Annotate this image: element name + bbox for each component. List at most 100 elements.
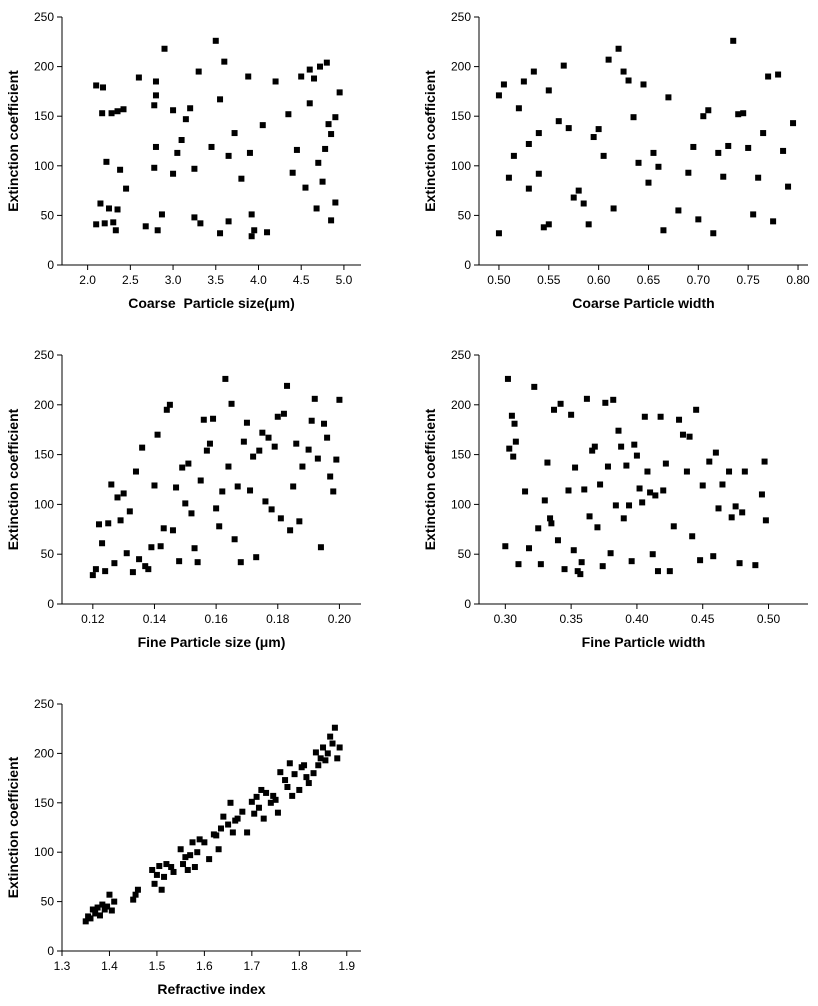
- point: [502, 543, 509, 550]
- point: [157, 543, 164, 550]
- point: [590, 134, 597, 141]
- point: [136, 556, 143, 563]
- point: [570, 547, 577, 554]
- point: [510, 152, 517, 159]
- point: [208, 143, 215, 150]
- point: [306, 66, 313, 73]
- point: [189, 839, 196, 846]
- point: [220, 813, 227, 820]
- point: [725, 142, 732, 149]
- point: [216, 523, 223, 530]
- x-tick-label: 0.20: [328, 612, 352, 626]
- y-tick-label: 50: [41, 208, 55, 222]
- point: [306, 100, 313, 107]
- point: [212, 37, 219, 44]
- point: [750, 211, 757, 218]
- point: [322, 145, 329, 152]
- point: [633, 452, 640, 459]
- point: [706, 458, 713, 465]
- point: [578, 559, 585, 566]
- point: [730, 37, 737, 44]
- point: [649, 551, 656, 558]
- y-axis-label: Extinction coefficient: [422, 70, 438, 212]
- point: [94, 904, 101, 911]
- point: [732, 503, 739, 510]
- point: [577, 571, 584, 578]
- y-tick-label: 200: [34, 60, 54, 74]
- point: [740, 110, 747, 117]
- point: [148, 544, 155, 551]
- point: [110, 219, 117, 226]
- point: [615, 427, 622, 434]
- point: [114, 108, 121, 115]
- point: [329, 740, 336, 747]
- point: [321, 420, 328, 427]
- point: [331, 724, 338, 731]
- point: [194, 849, 201, 856]
- point: [291, 771, 298, 778]
- point: [620, 515, 627, 522]
- point: [158, 886, 165, 893]
- y-tick-label: 50: [41, 547, 55, 561]
- x-tick-label: 0.30: [494, 612, 518, 626]
- point: [548, 520, 555, 527]
- point: [195, 68, 202, 75]
- point: [108, 481, 115, 488]
- point: [761, 458, 768, 465]
- point: [741, 468, 748, 475]
- point: [515, 105, 522, 112]
- point: [511, 420, 518, 427]
- y-tick-label: 200: [451, 398, 471, 412]
- point: [93, 221, 100, 228]
- point: [657, 413, 664, 420]
- point: [752, 562, 759, 569]
- point: [259, 429, 266, 436]
- x-tick-label: 0.75: [737, 273, 761, 287]
- point: [99, 901, 106, 908]
- point: [153, 871, 160, 878]
- point: [191, 165, 198, 172]
- point: [508, 412, 515, 419]
- point: [504, 375, 511, 382]
- point: [229, 829, 236, 836]
- point: [253, 793, 260, 800]
- point: [222, 375, 229, 382]
- point: [693, 406, 700, 413]
- point: [206, 440, 213, 447]
- point: [736, 560, 743, 567]
- point: [191, 864, 198, 871]
- point: [185, 460, 192, 467]
- y-tick-label: 250: [451, 348, 471, 362]
- point: [152, 143, 159, 150]
- point: [104, 903, 111, 910]
- point: [699, 482, 706, 489]
- point: [247, 487, 254, 494]
- point: [134, 886, 141, 893]
- point: [166, 401, 173, 408]
- point: [290, 483, 297, 490]
- x-tick-label: 0.12: [81, 612, 105, 626]
- point: [555, 118, 562, 125]
- point: [256, 447, 263, 454]
- x-tick-label: 0.55: [537, 273, 561, 287]
- point: [182, 116, 189, 123]
- y-tick-label: 0: [47, 597, 54, 611]
- point: [268, 506, 275, 513]
- point: [316, 63, 323, 70]
- point: [710, 230, 717, 237]
- point: [586, 513, 593, 520]
- point: [600, 152, 607, 159]
- point: [317, 544, 324, 551]
- point: [158, 211, 165, 218]
- point: [95, 521, 102, 528]
- point: [142, 223, 149, 230]
- point: [620, 68, 627, 75]
- point: [289, 169, 296, 176]
- point: [221, 58, 228, 65]
- point: [248, 798, 255, 805]
- point: [595, 126, 602, 133]
- point: [255, 804, 262, 811]
- point: [305, 446, 312, 453]
- point: [328, 131, 335, 138]
- point: [551, 406, 558, 413]
